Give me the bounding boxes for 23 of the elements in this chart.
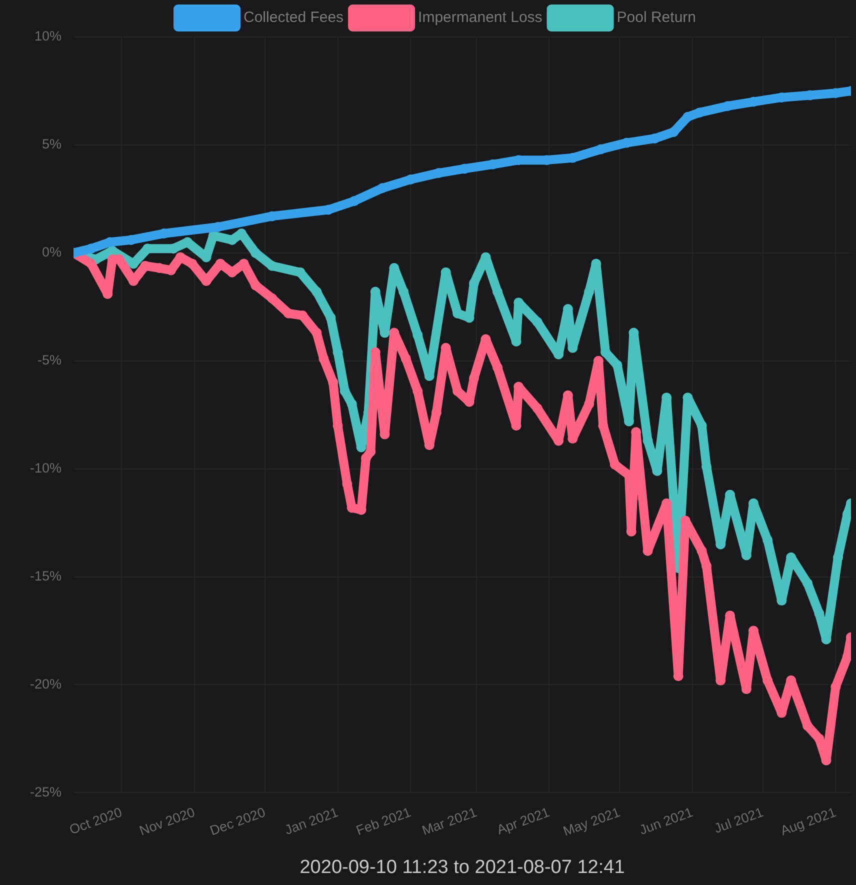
- x-tick-label: Apr 2021: [494, 804, 552, 838]
- x-tick-label: Jul 2021: [712, 804, 766, 836]
- y-tick-label: 0%: [42, 244, 62, 260]
- x-tick-label: Nov 2020: [137, 804, 197, 838]
- x-tick-label: Jan 2021: [282, 804, 340, 838]
- y-tick-label: 10%: [34, 28, 62, 44]
- legend-label: Pool Return: [616, 9, 696, 26]
- x-tick-label: Mar 2021: [420, 804, 479, 838]
- y-tick-label: 5%: [42, 136, 62, 152]
- x-tick-label: Jun 2021: [637, 804, 695, 838]
- y-tick-label: -20%: [30, 676, 62, 692]
- x-tick-label: Feb 2021: [354, 804, 413, 838]
- legend-label: Collected Fees: [244, 9, 344, 26]
- x-tick-label: Aug 2021: [778, 804, 838, 838]
- legend-label: Impermanent Loss: [418, 9, 542, 26]
- y-tick-label: -15%: [30, 568, 62, 584]
- x-tick-label: Dec 2020: [208, 804, 268, 838]
- y-tick-label: -10%: [30, 460, 62, 476]
- y-tick-label: -5%: [38, 352, 62, 368]
- y-tick-label: -25%: [30, 784, 62, 800]
- x-axis-title: 2020-09-10 11:23 to 2021-08-07 12:41: [300, 856, 625, 878]
- x-tick-label: May 2021: [561, 804, 622, 839]
- x-tick-label: Oct 2020: [67, 804, 124, 838]
